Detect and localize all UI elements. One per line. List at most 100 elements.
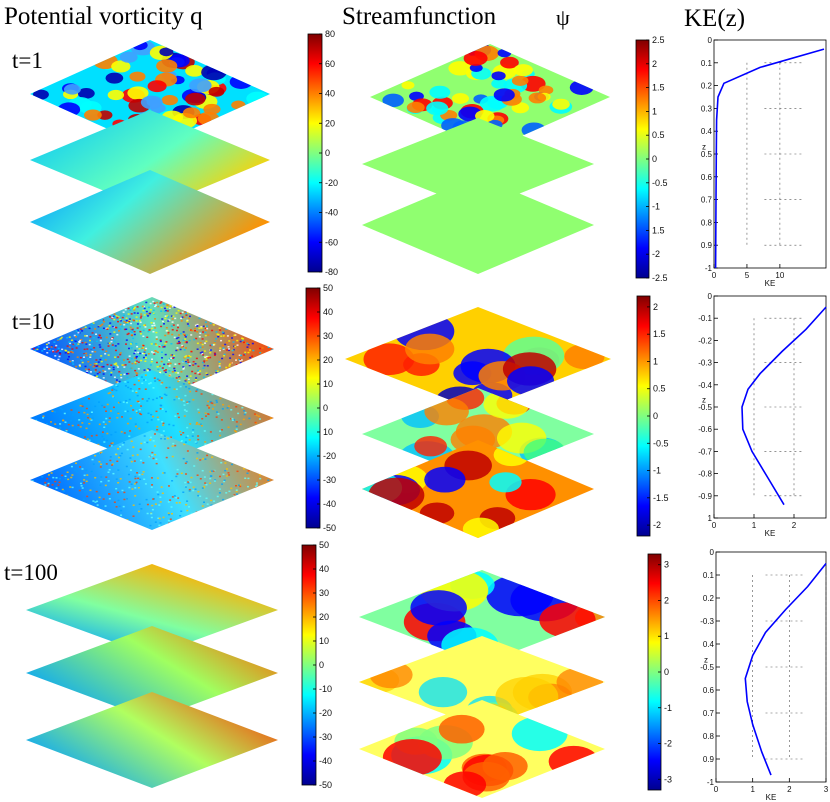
colorbar-tick-label: -50 <box>319 780 332 790</box>
layer-q3-bot <box>26 692 278 788</box>
colorbar-tick-label: 0 <box>653 411 658 421</box>
ke-ytick-label: 0.2 <box>703 594 715 603</box>
ke-ytick-label: 0.9 <box>701 241 713 250</box>
colorbar-tick-label: -1 <box>653 466 661 476</box>
colorbar-tick-label: 80 <box>325 29 335 39</box>
ke-xtick-label: 0 <box>712 271 717 280</box>
ke-ytick-label: -0.8 <box>698 470 712 479</box>
colorbar-tick-label: -2 <box>664 739 672 749</box>
ke-ytick-label: 0.7 <box>701 196 713 205</box>
ke-ytick-label: -0.5 <box>698 403 712 412</box>
colorbar-tick-label: 10 <box>323 427 333 437</box>
colorbar-tick-label: 10 <box>319 636 329 646</box>
colorbar-tick-label: -40 <box>323 499 336 509</box>
colorbar-1: 2.5 2 1.5 1 0.5 0 -0.5 -1 1.5 -2 -2.5 <box>635 35 668 283</box>
ke-ytick-label: 0.6 <box>703 686 715 695</box>
colorbar-tick-label: 50 <box>323 283 333 293</box>
ke-ylabel: z <box>702 142 706 151</box>
colorbar-tick-label: 1.5 <box>652 225 665 235</box>
ke-ytick-label: -0.3 <box>698 359 712 368</box>
colorbar-tick-label: -2 <box>652 249 660 259</box>
ke-xlabel: KE <box>765 529 776 538</box>
ke-xtick-label: 1 <box>750 785 755 794</box>
colorbar-tick-label: 1.5 <box>652 83 665 93</box>
colorbar-tick-label: 0.5 <box>653 384 666 394</box>
colorbar-tick-label: 0 <box>319 660 324 670</box>
ke-ytick-label: 0.1 <box>701 59 713 68</box>
ke-ytick-label: 0.4 <box>701 127 713 136</box>
colorbar-tick-label: -20 <box>325 178 338 188</box>
ke-ytick-label: 0.6 <box>701 173 713 182</box>
colorbar-tick-label: -80 <box>325 267 338 277</box>
colorbar-tick-label: -10 <box>319 684 332 694</box>
colorbar-4: 2 1.5 1 0.5 0 -0.5 -1 -1.5 -2 <box>636 295 669 537</box>
colorbar-tick-label: 20 <box>323 355 333 365</box>
ke-ytick-label: 0.4 <box>703 640 715 649</box>
ke-xtick-label: 0 <box>714 785 719 794</box>
colorbar-tick-label: 3 <box>664 560 669 570</box>
ke-plot-5: 0-0.1-0.2-0.3-0.4-0.5-0.6-0.7-0.8-0.910 1… <box>698 292 827 538</box>
title-ke: KE(z) <box>684 5 745 32</box>
colorbar-tick-label: 10 <box>323 379 333 389</box>
ke-ytick-label: 0.8 <box>701 218 713 227</box>
title-psi-symbol: ψ <box>556 5 570 30</box>
ke-curve <box>741 306 827 506</box>
ke-xtick-label: 2 <box>787 785 792 794</box>
ke-ytick-label: 0.5 <box>701 150 713 159</box>
colorbar-tick-label: -40 <box>319 756 332 766</box>
ke-curve <box>744 563 827 776</box>
row-label-t100: t=100 <box>4 560 58 585</box>
colorbar-tick-label: -20 <box>323 451 336 461</box>
colorbar-tick-label: 30 <box>319 588 329 598</box>
colorbar-tick-label: -1.5 <box>653 493 669 503</box>
layer-p3-bot <box>359 700 605 798</box>
row-label-t1: t=1 <box>12 48 43 73</box>
colorbar-tick-label: 20 <box>319 612 329 622</box>
colorbar-tick-label: -40 <box>325 208 338 218</box>
colorbar-tick-label: 0 <box>325 148 330 158</box>
ke-ytick-label: 1 <box>708 514 713 523</box>
colorbar-tick-label: -30 <box>323 475 336 485</box>
colorbar-tick-label: 1 <box>664 631 669 641</box>
colorbar-tick-label: -1 <box>652 202 660 212</box>
layer-q1-bot <box>30 170 270 274</box>
ke-ytick-label: -1 <box>707 778 715 787</box>
colorbar-tick-label: 1 <box>652 106 657 116</box>
layer-p1-bot <box>362 176 594 274</box>
ke-ytick-label: 0.1 <box>703 571 715 580</box>
ke-xlabel: KE <box>766 793 777 802</box>
colorbar-tick-label: 50 <box>319 540 329 550</box>
ke-ytick-label: -0.9 <box>698 492 712 501</box>
colorbar-tick-label: 1.5 <box>653 329 666 339</box>
colorbar-tick-label: 20 <box>325 118 335 128</box>
colorbar-tick-label: -0.5 <box>652 178 668 188</box>
title-streamfunction: Streamfunction <box>342 3 497 30</box>
ke-ytick-label: 0 <box>708 292 713 301</box>
colorbar-tick-label: 40 <box>323 307 333 317</box>
colorbar-tick-label: 0 <box>323 403 328 413</box>
colorbar-tick-label: 60 <box>325 59 335 69</box>
colorbar-tick-label: 2 <box>652 59 657 69</box>
row-label-t10: t=10 <box>12 309 54 334</box>
colorbar-tick-label: 40 <box>319 564 329 574</box>
colorbar-0: 80 60 40 20 0 -20 -40 -60 -80 <box>307 29 338 277</box>
ke-ytick-label: 0 <box>708 36 713 45</box>
ke-ytick-label: -0.2 <box>698 336 712 345</box>
ke-ytick-label: -0.5 <box>700 663 714 672</box>
colorbar-tick-label: -20 <box>319 708 332 718</box>
colorbar-tick-label: -0.5 <box>653 438 669 448</box>
ke-ytick-label: -0.6 <box>698 425 712 434</box>
ke-ytick-label: 0.9 <box>703 755 715 764</box>
ke-ylabel: z <box>704 655 708 664</box>
ke-ytick-label: 0.2 <box>701 82 713 91</box>
ke-ytick-label: 0 <box>710 548 715 557</box>
colorbar-6: 50 40 30 20 10 0 -10 -20 -30 -40 -50 <box>301 540 332 790</box>
colorbar-tick-label: 2 <box>653 302 658 312</box>
ke-ytick-label: 0.8 <box>703 732 715 741</box>
ke-ytick-label: 0.7 <box>703 709 715 718</box>
ke-xlabel: KE <box>765 279 776 288</box>
ke-ytick-label: -0.7 <box>698 447 712 456</box>
colorbar-tick-label: -2.5 <box>652 273 668 283</box>
